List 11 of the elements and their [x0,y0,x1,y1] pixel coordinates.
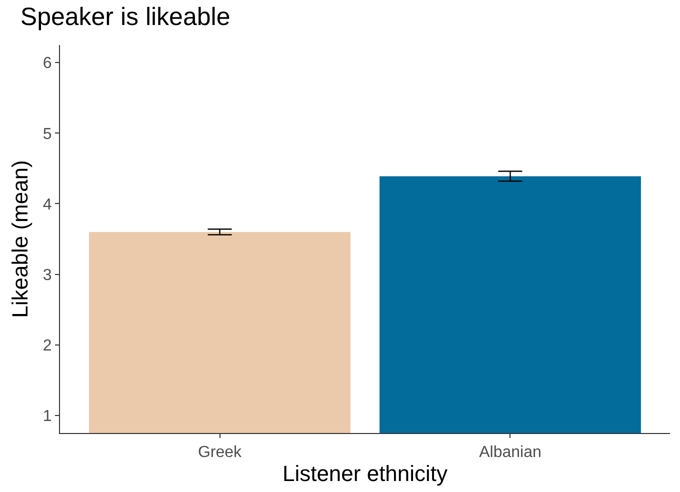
x-tick-label: Albanian [479,444,542,462]
chart-title: Speaker is likeable [20,2,230,31]
y-axis-title: Likeable (mean) [8,160,33,318]
y-tick-label: 4 [42,196,52,214]
x-axis-title: Listener ethnicity [282,461,448,486]
x-tick-label: Greek [198,444,243,462]
y-tick-label: 1 [42,408,52,425]
y-tick-label: 5 [42,126,52,143]
y-tick-label: 3 [42,266,52,284]
y-tick-label: 2 [42,337,52,354]
y-tick-label: 6 [42,55,52,72]
